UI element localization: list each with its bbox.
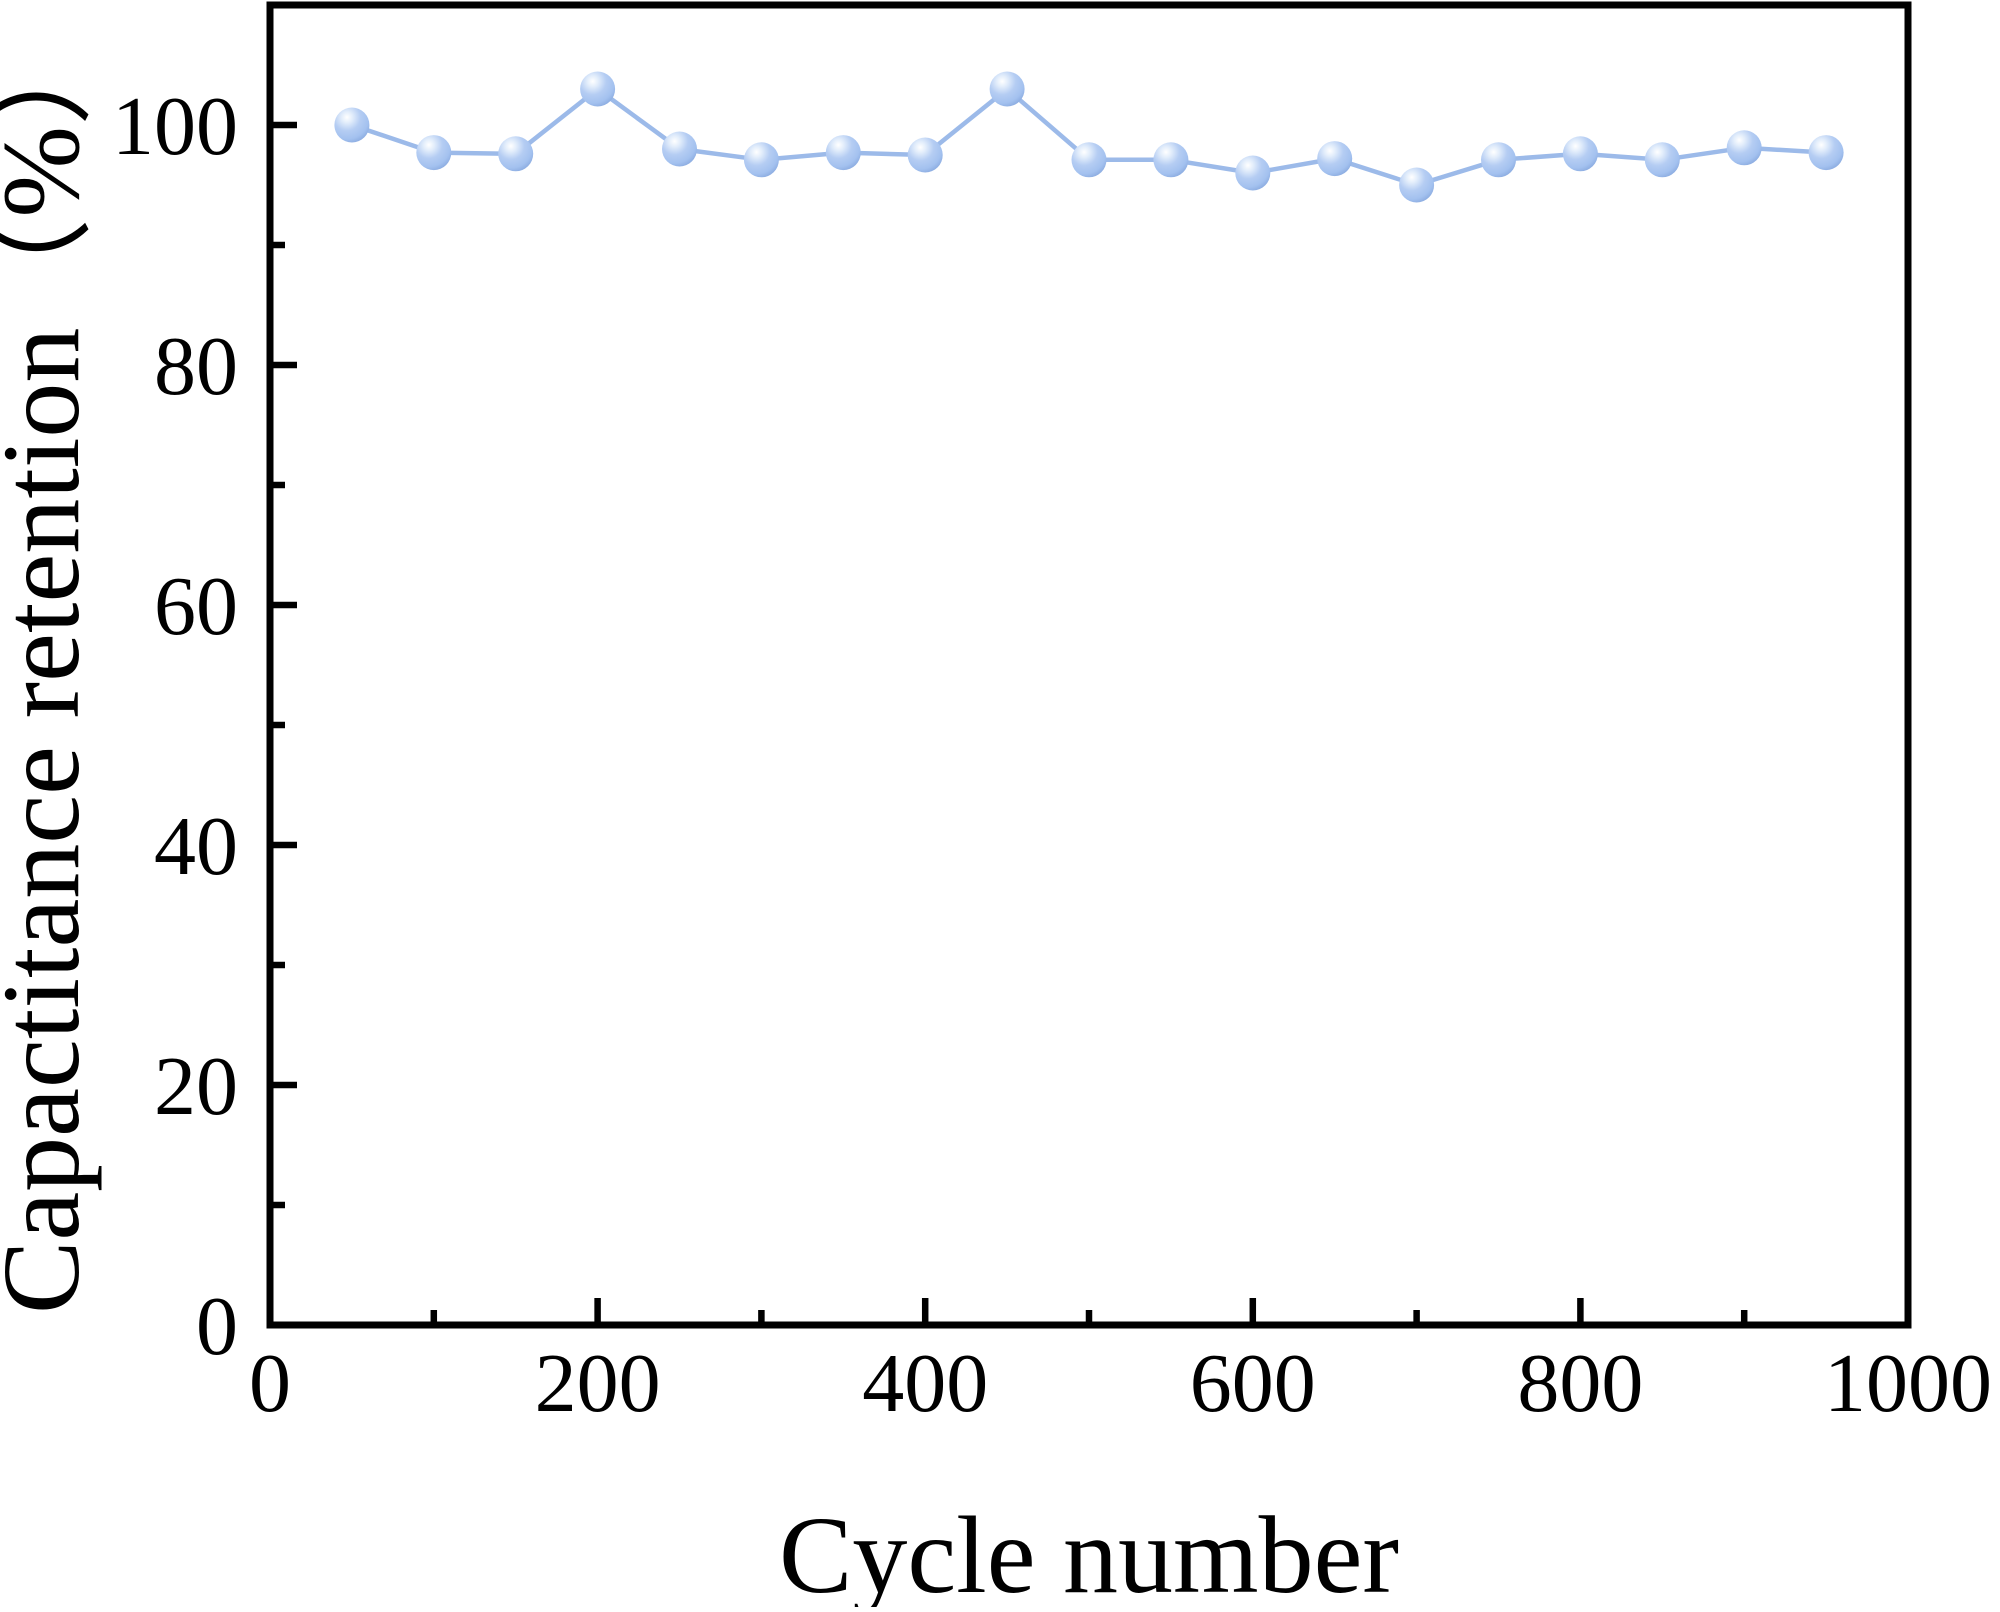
y-tick-label: 100: [112, 80, 238, 173]
x-tick-label: 1000: [1824, 1337, 1992, 1430]
y-axis-title: Capactitance retention（%）: [0, 16, 102, 1314]
data-point-marker: [989, 71, 1025, 107]
data-point-marker: [662, 131, 697, 167]
y-tick-label: 20: [154, 1040, 238, 1133]
data-point-marker: [1644, 142, 1680, 178]
data-point-marker: [1399, 167, 1435, 203]
axis-ticks: [266, 121, 1912, 1329]
x-tick-label: 800: [1517, 1337, 1643, 1430]
data-point-marker: [334, 107, 370, 143]
data-point-marker: [1071, 142, 1107, 178]
data-point-marker: [1562, 136, 1598, 172]
data-point-marker: [1317, 141, 1353, 177]
data-point-marker: [743, 142, 779, 178]
x-tick-label: 0: [249, 1337, 291, 1430]
data-point-marker: [1808, 135, 1844, 171]
x-tick-label: 200: [535, 1337, 661, 1430]
y-tick-label: 0: [196, 1280, 238, 1373]
y-tick-label: 80: [154, 320, 238, 413]
plot-frame: [266, 1, 1912, 1329]
data-point-marker: [580, 71, 616, 107]
data-point-marker: [1235, 155, 1271, 191]
data-point-marker: [1481, 142, 1516, 178]
data-point-marker: [1153, 142, 1189, 178]
data-point-marker: [1726, 130, 1762, 166]
data-point-marker: [825, 135, 861, 171]
axis-tick-labels: 0 200 400 600 800 1000 0 20 40 60 80 100: [112, 80, 1992, 1430]
data-point-marker: [498, 136, 534, 172]
data-point-marker: [907, 137, 943, 173]
x-axis-title: Cycle number: [779, 1494, 1399, 1607]
x-tick-label: 400: [862, 1337, 988, 1430]
y-tick-label: 40: [154, 800, 238, 893]
y-tick-label: 60: [154, 560, 238, 653]
x-tick-label: 600: [1190, 1337, 1316, 1430]
data-point-marker: [416, 135, 452, 171]
data-series: [334, 71, 1844, 203]
